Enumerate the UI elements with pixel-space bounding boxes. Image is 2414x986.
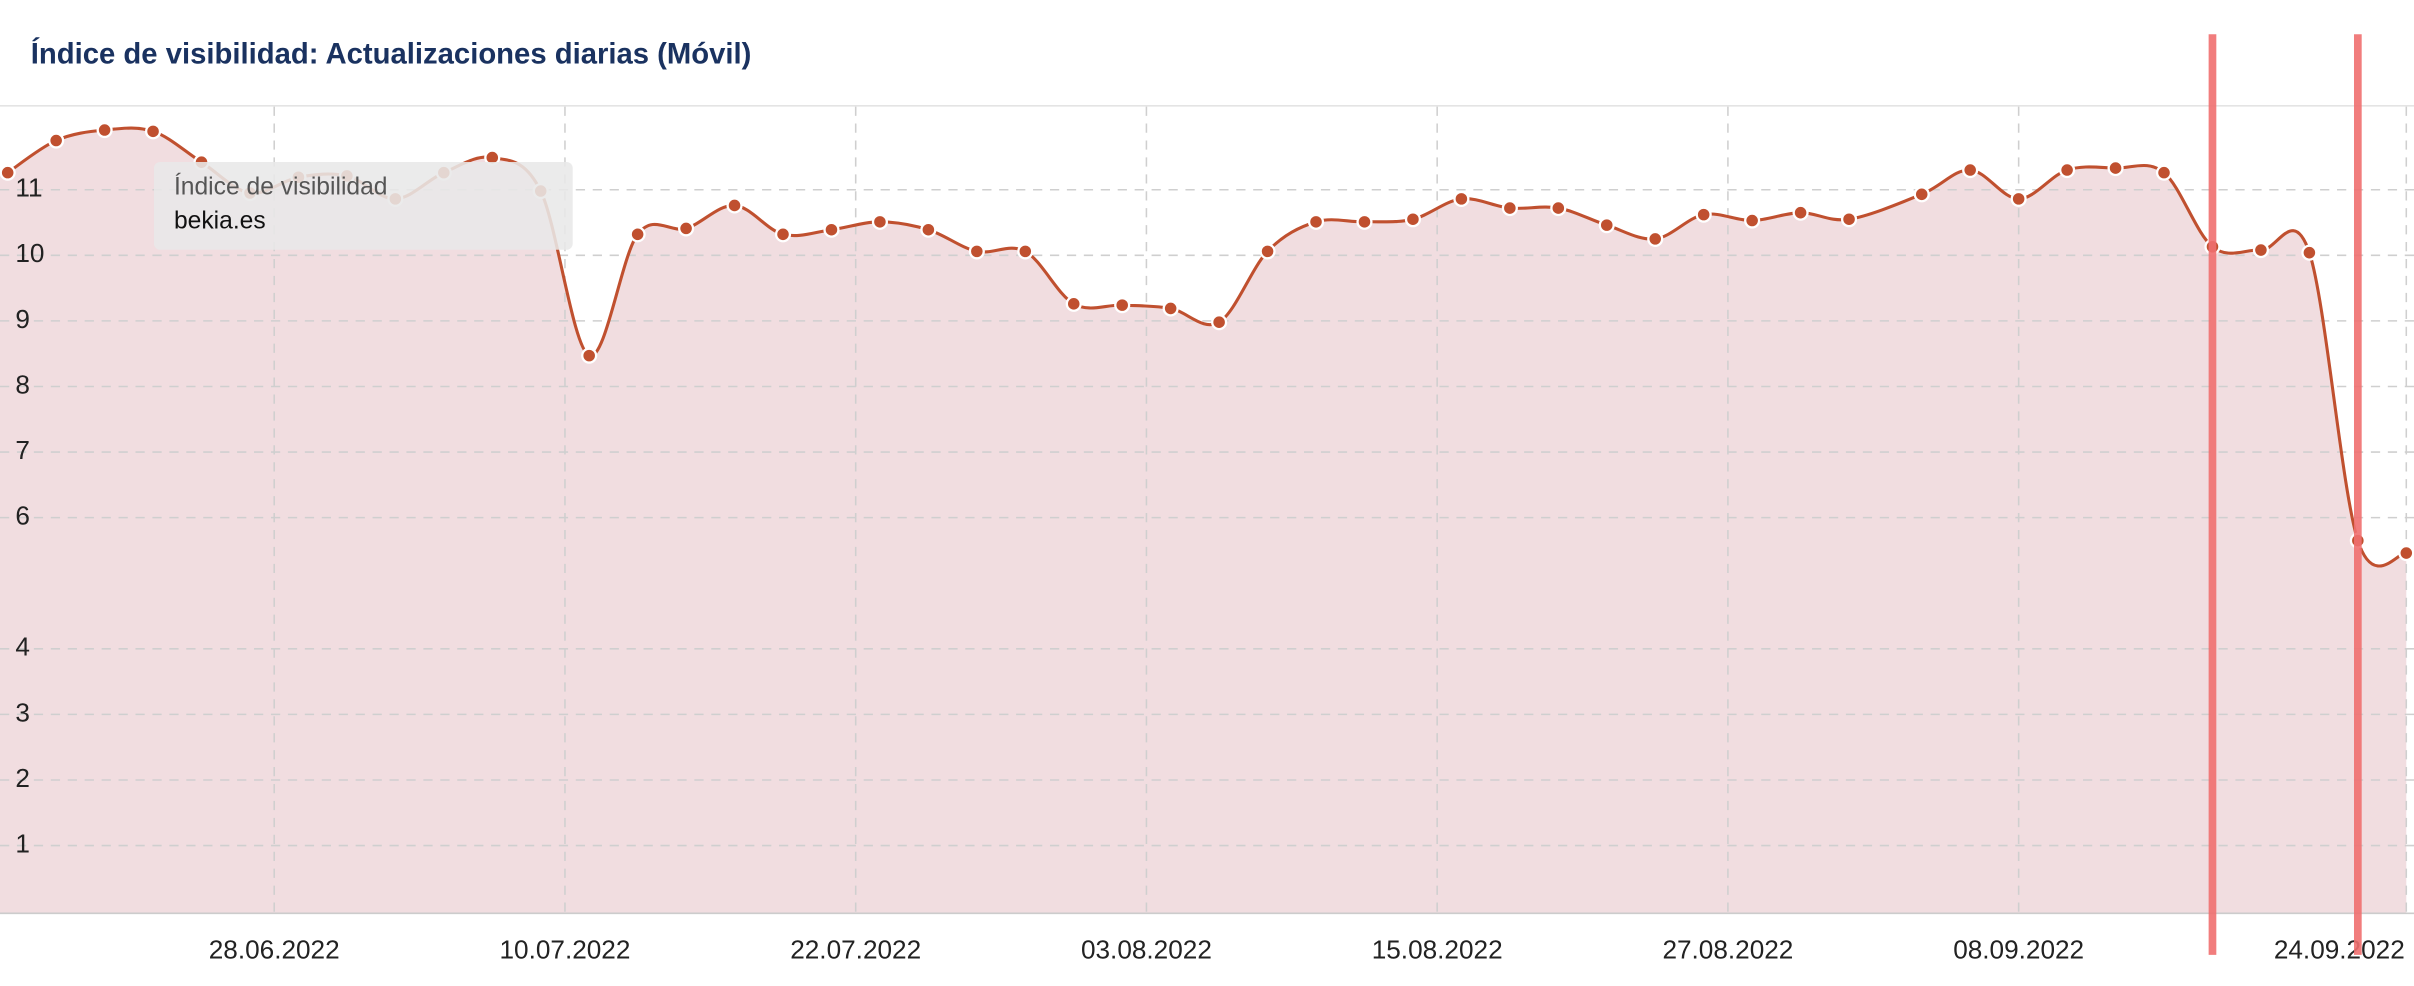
y-tick-label: 2 bbox=[15, 763, 30, 793]
point bbox=[1695, 206, 1712, 223]
point bbox=[726, 197, 743, 214]
point bbox=[1356, 213, 1373, 230]
point bbox=[823, 221, 840, 238]
point bbox=[1307, 213, 1325, 230]
chart-title: Índice de visibilidad: Actualizaciones d… bbox=[31, 37, 752, 71]
point bbox=[144, 123, 162, 140]
x-tick-label: 28.06.2022 bbox=[209, 935, 340, 965]
point bbox=[1840, 211, 1858, 228]
point bbox=[1550, 199, 1567, 217]
tooltip-title: Índice de visibilidad bbox=[174, 174, 388, 201]
point bbox=[629, 226, 646, 243]
point bbox=[0, 164, 16, 181]
point bbox=[2010, 190, 2027, 207]
point bbox=[1065, 295, 1082, 312]
y-tick-label: 1 bbox=[15, 828, 30, 858]
point bbox=[48, 132, 65, 149]
y-tick-label: 10 bbox=[15, 238, 44, 268]
x-tick-label: 27.08.2022 bbox=[1662, 935, 1793, 965]
point bbox=[968, 243, 985, 260]
point bbox=[581, 347, 598, 364]
x-tick-label: 08.09.2022 bbox=[1953, 935, 2084, 965]
point bbox=[1259, 243, 1276, 260]
x-tick-label: 24.09.2022 bbox=[2274, 935, 2405, 965]
point bbox=[1501, 199, 1518, 217]
point bbox=[2301, 244, 2318, 261]
point bbox=[1017, 243, 1034, 260]
point bbox=[1404, 211, 1422, 228]
point bbox=[678, 220, 695, 237]
point bbox=[920, 221, 937, 238]
point bbox=[2252, 241, 2270, 259]
tooltip-box bbox=[153, 161, 573, 250]
y-tick-label: 3 bbox=[15, 697, 30, 727]
plot-area: 1 2 3 4 6 7 8 9 10 11 28.06.2022 10.07.2022 22.07.20… bbox=[0, 34, 2414, 965]
y-tick-label: 6 bbox=[15, 501, 30, 531]
point bbox=[1598, 217, 1615, 234]
point bbox=[2155, 164, 2173, 181]
point bbox=[2059, 161, 2076, 179]
point bbox=[1211, 314, 1228, 331]
area bbox=[0, 128, 2407, 914]
point bbox=[2398, 544, 2414, 562]
point bbox=[774, 226, 792, 243]
y-tick-label: 7 bbox=[15, 435, 30, 465]
tooltip: Índice de visibilidad bekia.es bbox=[153, 161, 573, 250]
y-tick-label: 11 bbox=[15, 173, 42, 203]
point bbox=[96, 121, 113, 139]
x-tick-label: 03.08.2022 bbox=[1081, 935, 1212, 965]
point bbox=[1453, 190, 1470, 207]
point bbox=[871, 213, 889, 230]
point bbox=[1962, 161, 1979, 179]
point bbox=[1162, 300, 1179, 317]
point bbox=[1647, 230, 1664, 247]
y-tick-label: 8 bbox=[15, 369, 30, 399]
x-tick-label: 15.08.2022 bbox=[1372, 935, 1503, 965]
y-tick-label: 9 bbox=[15, 304, 30, 334]
y-tick-label: 4 bbox=[15, 632, 30, 662]
point bbox=[2107, 159, 2124, 177]
point bbox=[1114, 297, 1131, 314]
x-tick-label: 22.07.2022 bbox=[790, 935, 921, 965]
point bbox=[1744, 212, 1761, 229]
tooltip-series: bekia.es bbox=[174, 208, 266, 235]
point bbox=[1792, 204, 1809, 221]
point bbox=[1913, 186, 1930, 203]
x-tick-label: 10.07.2022 bbox=[499, 935, 630, 965]
